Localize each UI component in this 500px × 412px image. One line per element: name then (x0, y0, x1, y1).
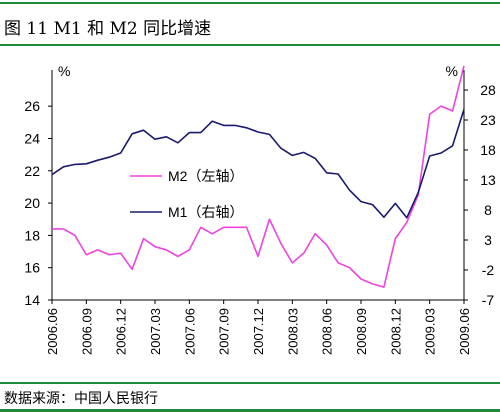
left-tick-label: 22 (24, 163, 40, 179)
figure-title: 图 11 M1 和 M2 同比增速 (4, 19, 212, 39)
left-tick-label: 20 (24, 195, 40, 211)
series-line-m1 (51, 108, 465, 219)
right-tick-label: 8 (484, 202, 492, 218)
left-axis: 14 16 18 20 22 24 26 % (24, 63, 70, 308)
left-tick-label: 24 (24, 130, 40, 146)
x-tick-label: 2008.09 (354, 308, 369, 355)
end-rule (0, 409, 500, 412)
right-tick-label: -2 (482, 262, 495, 278)
right-tick-label: 23 (480, 112, 496, 128)
x-tick-label: 2009.03 (423, 308, 438, 355)
x-tick-label: 2007.09 (217, 308, 232, 355)
left-tick-label: 14 (24, 292, 40, 308)
x-tick-label: 2008.06 (320, 308, 335, 355)
bottom-rule (0, 382, 500, 384)
right-axis-unit: % (446, 63, 458, 79)
x-tick-label: 2007.03 (148, 308, 163, 355)
series-line-m2 (52, 65, 465, 288)
right-tick-label: 13 (480, 172, 496, 188)
x-tick-label: 2007.06 (182, 308, 197, 355)
series-layer (51, 65, 465, 288)
legend: M2（左轴） M1（右轴） (130, 168, 243, 220)
left-tick-label: 18 (24, 227, 40, 243)
left-axis-unit: % (58, 63, 70, 79)
line-chart: 14 16 18 20 22 24 26 % -7 -2 3 8 13 18 23 28 % 2006.0… (24, 63, 496, 355)
x-tick-label: 2006.06 (45, 308, 60, 355)
left-tick-label: 26 (24, 98, 40, 114)
title-rule (0, 44, 500, 46)
right-tick-label: 18 (480, 142, 496, 158)
legend-label-m1: M1（右轴） (168, 204, 243, 220)
right-tick-label: -7 (482, 292, 495, 308)
x-tick-label: 2009.06 (457, 308, 472, 355)
top-rule (0, 2, 500, 4)
right-tick-label: 28 (480, 82, 496, 98)
right-tick-label: 3 (484, 232, 492, 248)
x-tick-label: 2006.09 (79, 308, 94, 355)
x-axis: 2006.06 2006.09 2006.12 2007.03 2007.06 2007.… (45, 299, 472, 355)
x-tick-label: 2008.03 (285, 308, 300, 355)
legend-label-m2: M2（左轴） (168, 168, 243, 184)
x-tick-label: 2007.12 (251, 308, 266, 355)
left-tick-label: 16 (24, 260, 40, 276)
right-axis: -7 -2 3 8 13 18 23 28 % (446, 63, 496, 308)
x-tick-label: 2008.12 (388, 308, 403, 355)
data-source: 数据来源：中国人民银行 (4, 391, 158, 407)
x-tick-label: 2006.12 (114, 308, 129, 355)
